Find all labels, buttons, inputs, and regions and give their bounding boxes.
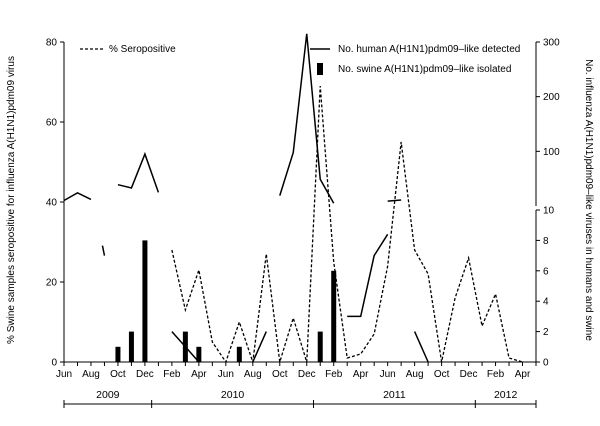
bar-swine-isolated <box>196 346 202 362</box>
series-lines <box>63 33 523 364</box>
x-tick-label: Jun <box>56 369 72 380</box>
series-line-human-detected <box>347 233 389 318</box>
series-line-seropositive <box>171 85 523 364</box>
bar-swine-isolated <box>128 331 134 362</box>
series-line-human-detected <box>413 331 429 363</box>
year-brackets: 2009 2010 2011 2012 <box>63 389 537 408</box>
year-label: 2011 <box>383 389 406 401</box>
x-tick-label: Jun <box>380 369 396 380</box>
y-left-tick-label: 80 <box>46 38 58 49</box>
y-right-upper-tick-label: 300 <box>543 38 560 49</box>
y-left-tick-label: 60 <box>46 118 58 129</box>
bar-swine-isolated <box>236 346 242 362</box>
x-tick-label: Apr <box>515 369 531 380</box>
y-right-lower-tick-label: 8 <box>543 236 549 247</box>
x-tick-label: Dec <box>460 369 478 380</box>
y-right-upper-tick-label: 100 <box>543 147 560 158</box>
legend: % Seropositive No. human A(H1N1)pdm09–li… <box>80 44 520 75</box>
series-line-human-detected <box>252 331 267 363</box>
y-right-axis-title: No. influenza A(H1N1)pdm09–like viruses … <box>583 59 594 341</box>
series-line-human-detected <box>387 199 402 202</box>
y-right-lower-tick-label: 0 <box>543 358 549 369</box>
year-label: 2012 <box>494 389 518 401</box>
x-tick-label: Dec <box>136 369 154 380</box>
y-right-lower-tick-label: 6 <box>543 266 549 277</box>
y-left-tick-label: 20 <box>46 278 58 289</box>
year-label: 2009 <box>96 389 120 401</box>
bar-swine-isolated <box>317 331 323 362</box>
x-tick-label: Jun <box>218 369 234 380</box>
y-left-tick-label: 0 <box>51 358 57 369</box>
series-line-human-detected <box>63 192 92 202</box>
x-tick-label: Aug <box>82 369 100 380</box>
x-tick-label: Feb <box>163 369 181 380</box>
x-tick-label: Apr <box>191 369 207 380</box>
bar-swine-isolated <box>115 346 121 362</box>
series-line-human-detected <box>171 331 200 363</box>
x-tick-label: Feb <box>325 369 343 380</box>
legend-swatch-swine <box>317 63 323 75</box>
bar-swine-isolated <box>142 240 148 362</box>
year-label: 2010 <box>221 389 245 401</box>
tick-labels: 0 20 40 60 80 100 200 300 0 2 4 6 8 10 Jun Aug Oct Dec Feb… <box>46 38 560 381</box>
series-line-human-detected <box>101 245 106 256</box>
y-left-axis-title: % Swine samples seropositive for influen… <box>6 56 17 344</box>
y-right-lower-tick-label: 2 <box>543 327 549 338</box>
series-line-human-detected <box>279 33 335 204</box>
bars <box>115 240 337 362</box>
series-line-human-detected <box>117 151 160 193</box>
legend-label-swine: No. swine A(H1N1)pdm09–like isolated <box>338 64 511 75</box>
x-tick-label: Aug <box>244 369 262 380</box>
x-tick-label: Feb <box>487 369 505 380</box>
bar-swine-isolated <box>331 270 337 362</box>
x-tick-label: Apr <box>353 369 369 380</box>
y-left-tick-label: 40 <box>46 198 58 209</box>
y-right-lower-tick-label: 4 <box>543 297 549 308</box>
x-tick-label: Dec <box>298 369 316 380</box>
x-tick-label: Oct <box>434 369 450 380</box>
y-right-lower-tick-label: 10 <box>543 206 555 217</box>
x-tick-label: Oct <box>110 369 126 380</box>
x-tick-label: Oct <box>272 369 288 380</box>
y-right-upper-tick-label: 200 <box>543 92 560 103</box>
x-tick-label: Aug <box>406 369 424 380</box>
legend-label-human: No. human A(H1N1)pdm09–like detected <box>338 44 520 55</box>
legend-label-seropositive: % Seropositive <box>109 44 176 55</box>
